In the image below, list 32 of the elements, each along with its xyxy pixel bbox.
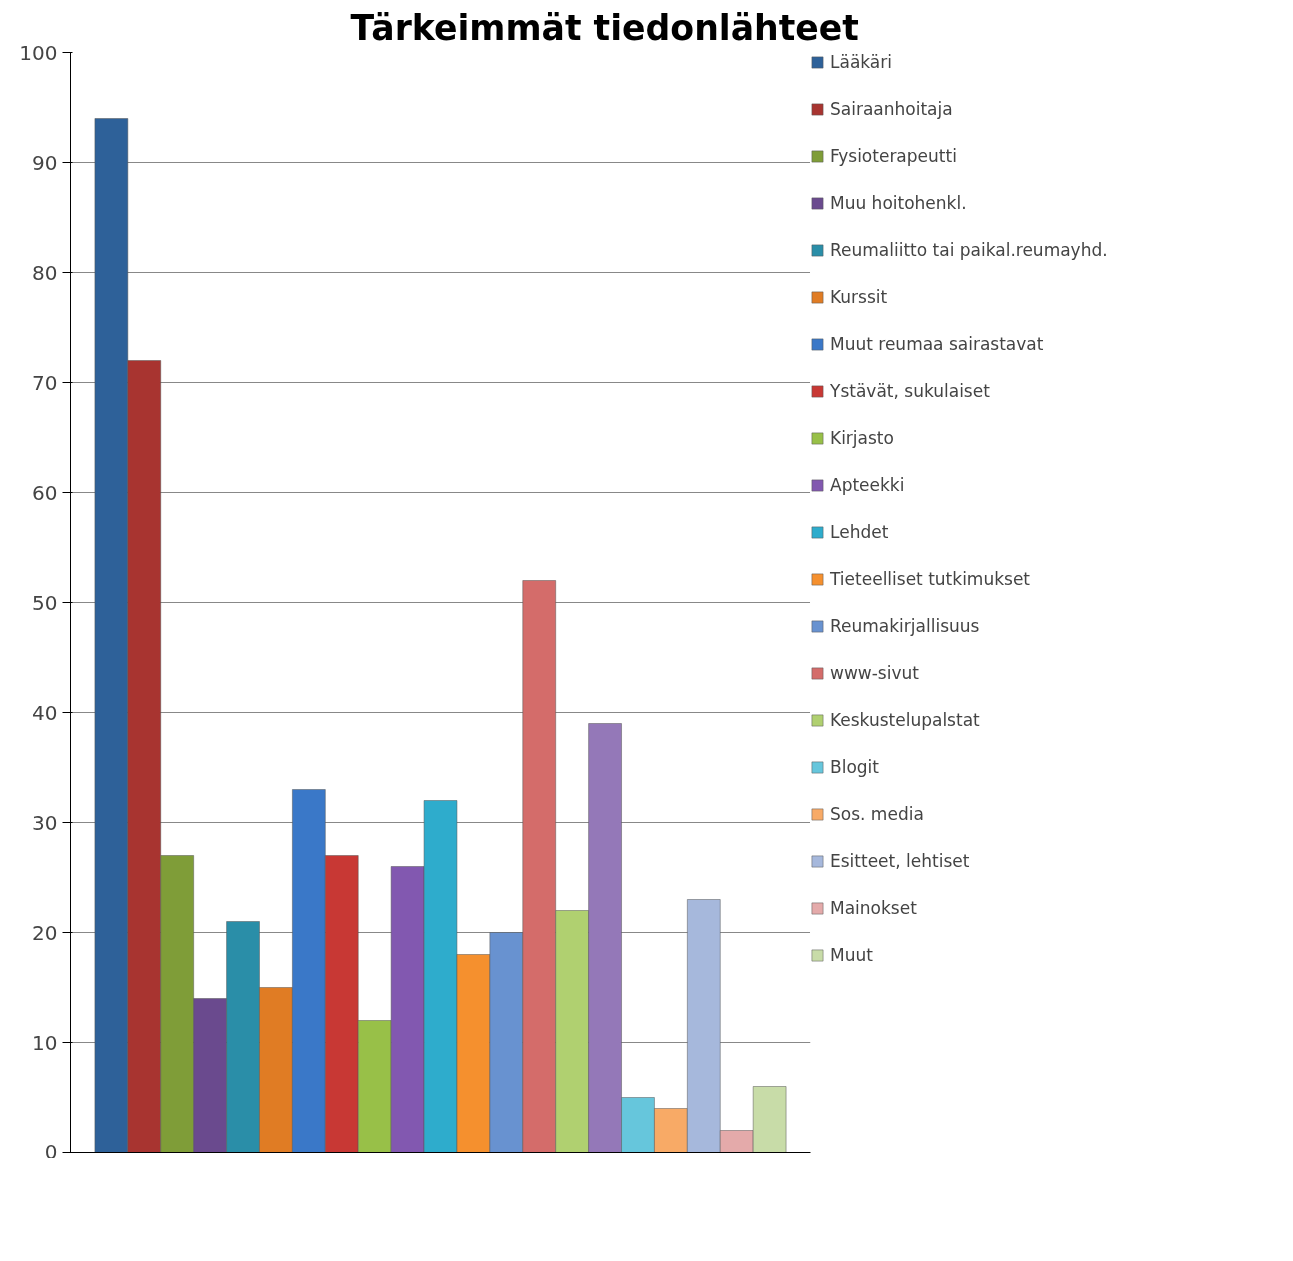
legend-label: Keskustelupalstat <box>830 710 980 730</box>
y-tick-label: 30 <box>32 810 58 835</box>
y-tick-label: 80 <box>32 260 58 285</box>
legend-label: Mainokset <box>830 898 917 918</box>
legend-label: Lehdet <box>830 522 889 542</box>
y-tick-label: 40 <box>32 700 58 725</box>
legend-label: Sos. media <box>830 804 924 824</box>
y-tick-label: 100 <box>19 40 58 65</box>
y-tick-label: 50 <box>32 590 58 615</box>
legend-label: Apteekki <box>830 475 905 495</box>
legend-label: Esitteet, lehtiset <box>830 851 970 871</box>
y-tick-label: 90 <box>32 150 58 175</box>
legend-label: Kurssit <box>830 287 888 307</box>
legend-label: www-sivut <box>830 663 919 683</box>
legend-label: Muut reumaa sairastavat <box>830 334 1044 354</box>
legend-label: Sairaanhoitaja <box>830 99 953 119</box>
legend-label: Reumaliitto tai paikal.reumayhd. <box>830 240 1108 260</box>
legend-label: Muut <box>830 945 873 965</box>
legend-label: Reumakirjallisuus <box>830 616 980 636</box>
y-tick-label: 10 <box>32 1030 58 1055</box>
legend-label: Fysioterapeutti <box>830 146 957 166</box>
y-tick-label: 20 <box>32 920 58 945</box>
legend-label: Lääkäri <box>830 52 892 72</box>
y-tick-label: 60 <box>32 480 58 505</box>
legend-label: Tieteelliset tutkimukset <box>830 569 1031 589</box>
legend-label: Muu hoitohenkl. <box>830 193 967 213</box>
chart-title: Tärkeimmät tiedonlähteet <box>350 7 859 48</box>
legend-label: Blogit <box>830 757 879 777</box>
y-tick-label: 70 <box>32 370 58 395</box>
legend-label: Ystävät, sukulaiset <box>830 381 990 401</box>
legend-label: Kirjasto <box>830 428 894 448</box>
y-tick-label: 0 <box>44 1139 58 1164</box>
